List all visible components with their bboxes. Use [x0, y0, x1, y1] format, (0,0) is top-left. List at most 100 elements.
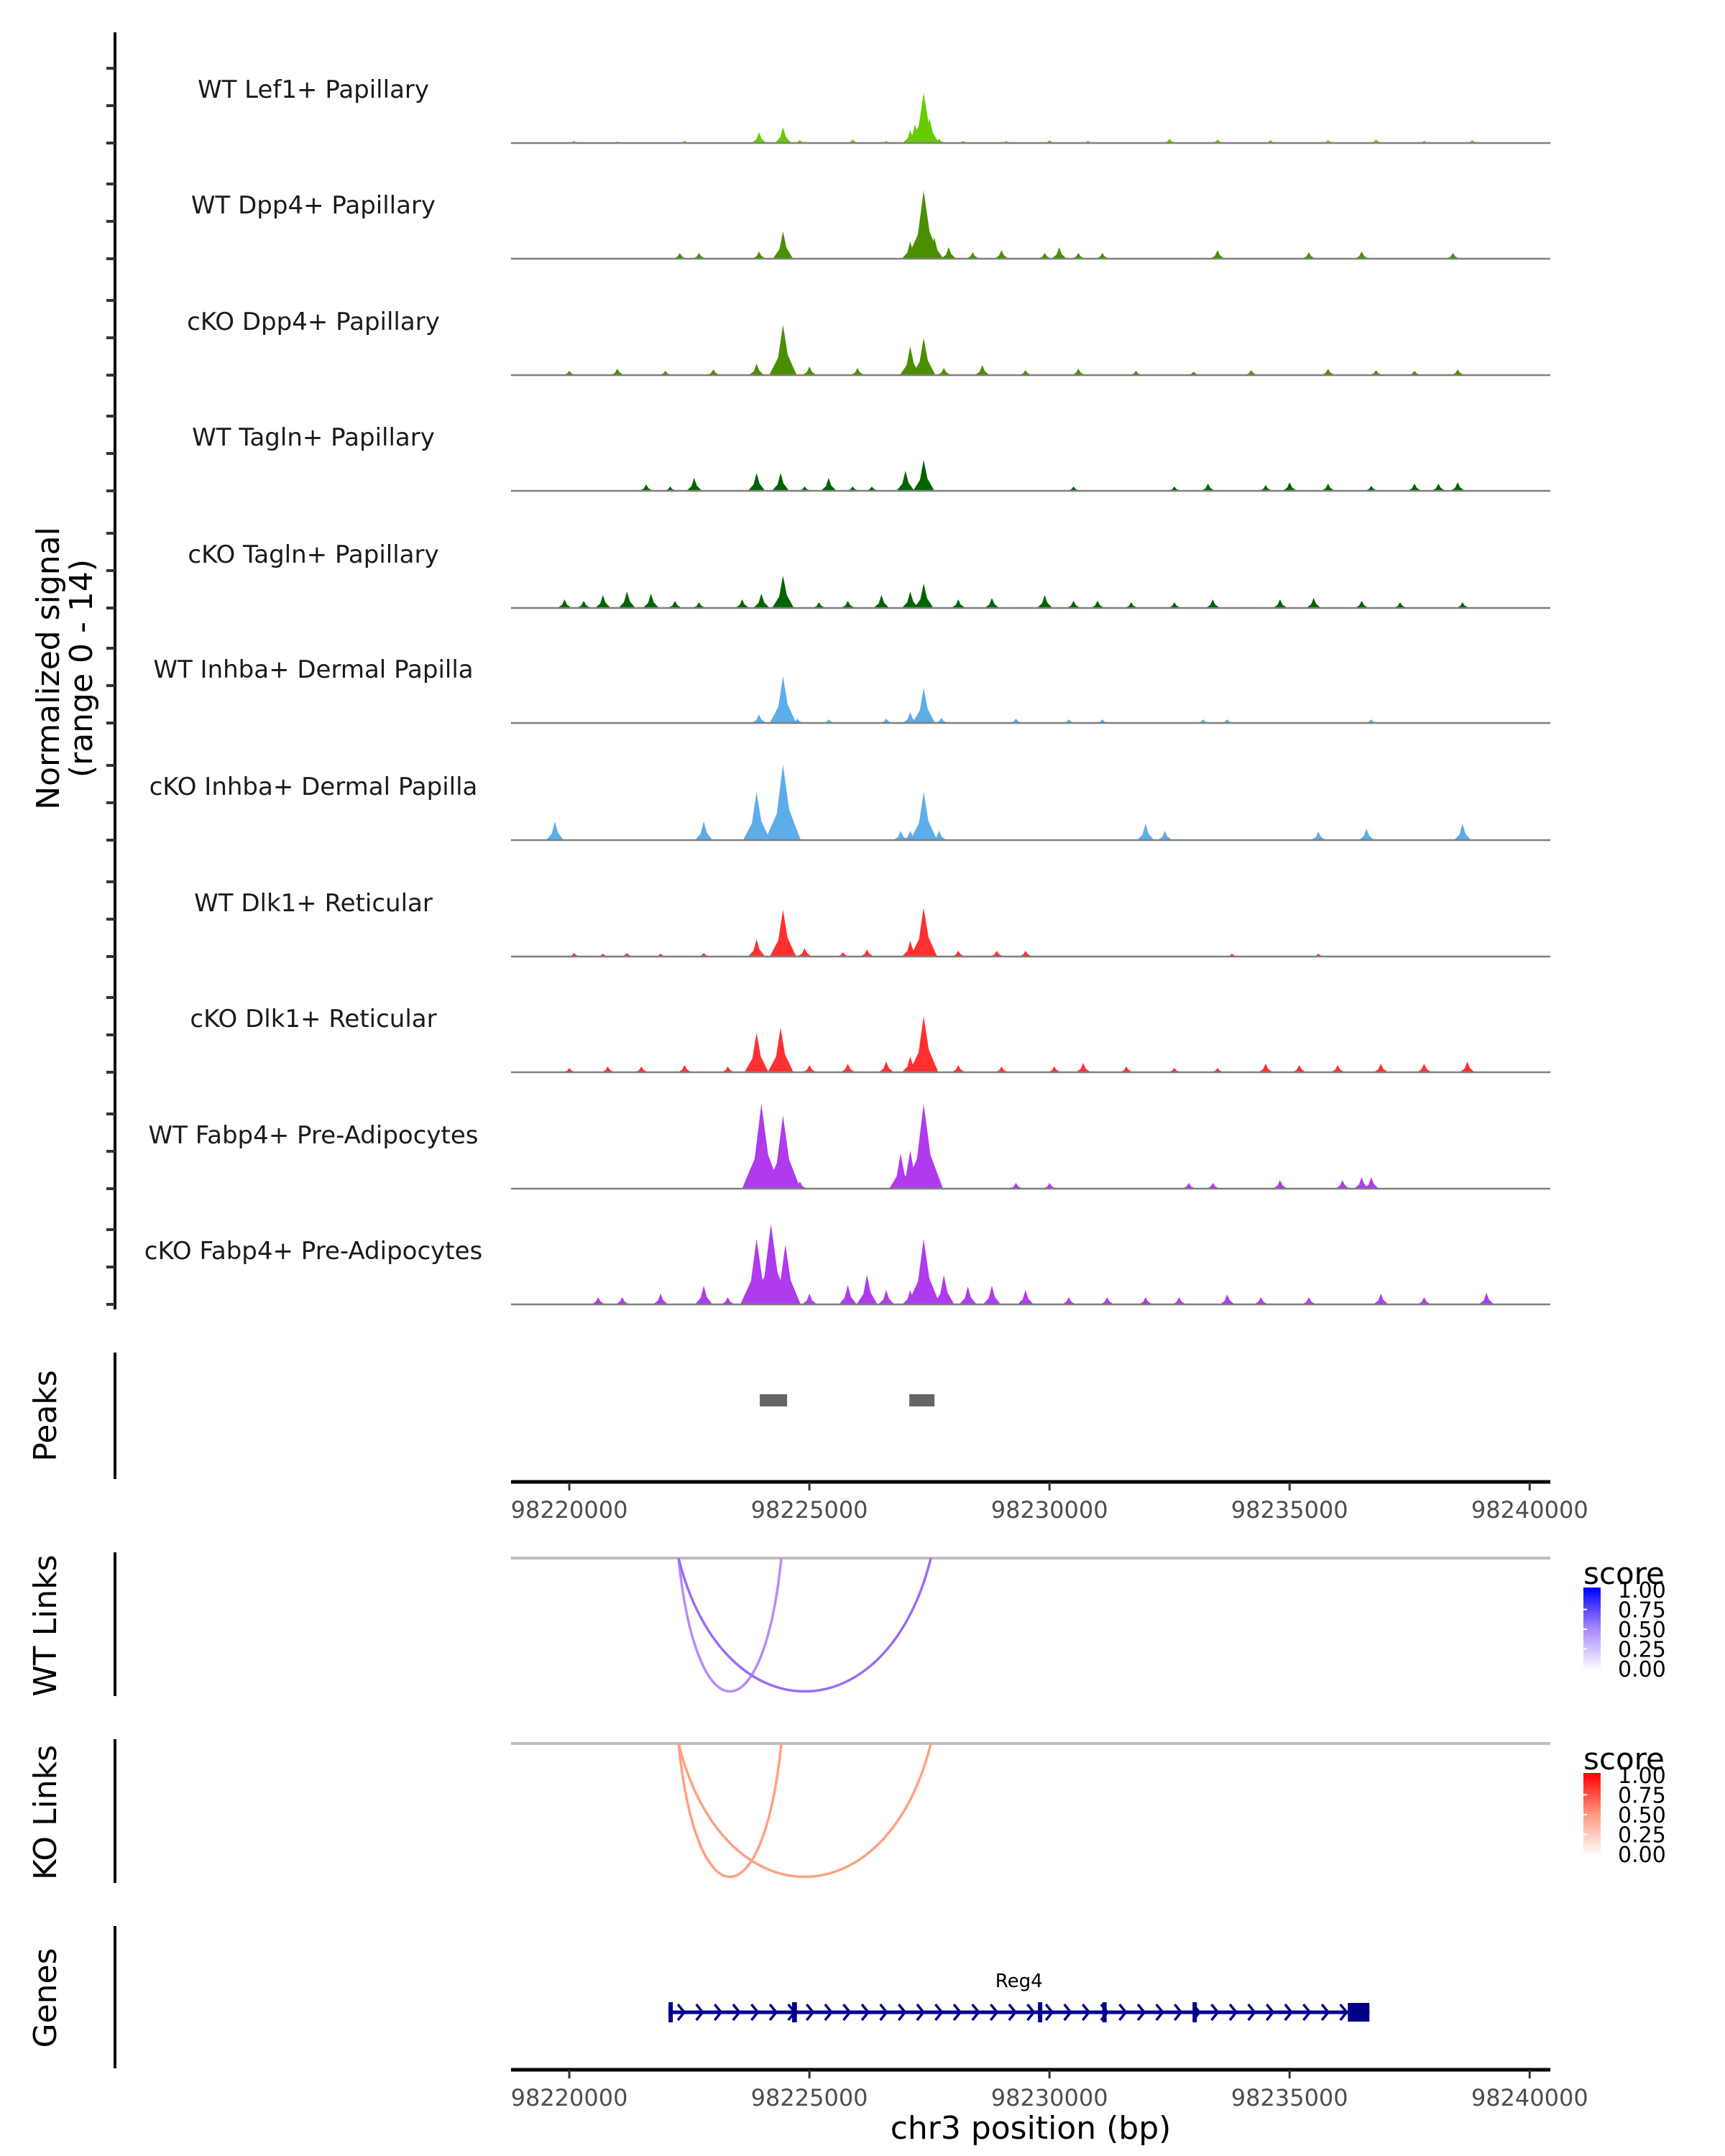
signal-peak — [896, 471, 915, 491]
signal-peak — [748, 939, 765, 957]
signal-peak — [1353, 1177, 1369, 1189]
signal-peak — [1272, 599, 1287, 608]
signal-peak — [576, 601, 591, 608]
strand-arrow-icon — [989, 2003, 999, 2022]
strand-arrow-icon — [842, 2003, 852, 2022]
ko-links-track-label: KO Links — [27, 1745, 64, 1880]
legend-tick-label: 0.00 — [1618, 1657, 1666, 1682]
signal-peak — [1302, 1297, 1316, 1304]
wt-links-score-legend: score 1.000.750.500.250.00 — [1583, 1556, 1666, 1682]
signal-peak — [1167, 487, 1181, 491]
track-label: WT Inhba+ Dermal Papilla — [153, 655, 473, 684]
signal-peak — [749, 364, 765, 375]
signal-peak — [1460, 1061, 1475, 1072]
signal-peak — [893, 831, 908, 840]
signal-peak — [994, 250, 1009, 259]
track-label: WT Tagln+ Papillary — [192, 423, 435, 452]
signal-peak — [1454, 824, 1471, 840]
legend-tick-label: 0.75 — [1618, 1598, 1666, 1623]
signal-peak — [1100, 1297, 1114, 1304]
gene-exon — [1192, 2002, 1197, 2022]
legend-title: score — [1583, 1741, 1665, 1777]
signal-peak — [735, 599, 750, 608]
signal-peak — [658, 371, 672, 375]
signal-peak — [1205, 599, 1220, 608]
signal-peak — [812, 602, 826, 608]
signal-peak — [748, 473, 765, 491]
legend-tick-label: 0.25 — [1618, 1823, 1666, 1848]
signal-peak — [1201, 484, 1215, 491]
peaks-track-label: Peaks — [27, 1370, 64, 1461]
signal-peak — [910, 908, 937, 957]
signal-peak — [1282, 482, 1297, 491]
signal-peak — [1211, 1068, 1224, 1072]
signal-peak — [1047, 1067, 1062, 1072]
track-label: cKO Dlk1+ Reticular — [190, 1005, 436, 1033]
signal-peak — [1446, 253, 1460, 259]
signal-peak — [904, 1104, 943, 1189]
x-tick-label: 98240000 — [1471, 2084, 1588, 2111]
signal-peak — [840, 601, 855, 608]
signal-peak — [677, 1065, 691, 1072]
signal-peak — [914, 584, 934, 608]
ko-links-score-legend: score 1.000.750.500.250.00 — [1583, 1741, 1666, 1868]
signal-peak — [1167, 1068, 1181, 1072]
strand-arrow-icon — [879, 2003, 888, 2022]
signal-peak — [913, 460, 934, 491]
legend-tick-label: 1.00 — [1618, 1764, 1666, 1789]
signal-peak — [1330, 1065, 1345, 1072]
signal-peak — [856, 1275, 878, 1304]
signal-peak — [744, 1033, 769, 1072]
signal-peak — [1167, 602, 1182, 608]
signal-track: cKO Dlk1+ Reticular — [190, 1005, 1550, 1074]
signal-peak — [878, 1061, 894, 1072]
strand-arrow-icon — [1081, 2003, 1091, 2022]
signal-peak — [1321, 484, 1335, 491]
signal-track: WT Inhba+ Dermal Papilla — [153, 655, 1550, 724]
x-tick-label: 98235000 — [1231, 1496, 1348, 1524]
signal-peak — [1455, 602, 1470, 608]
signal-peak — [1018, 951, 1033, 957]
signal-peak — [1157, 831, 1172, 840]
signal-peak — [653, 1294, 668, 1304]
link-arc — [677, 1557, 932, 1693]
signal-peak — [1272, 1180, 1287, 1189]
ko-links — [511, 1742, 1550, 1879]
signal-peak — [937, 368, 951, 375]
x-tick-label: 98230000 — [991, 2084, 1108, 2111]
strand-arrow-icon — [971, 2003, 980, 2022]
link-arc — [677, 1743, 932, 1879]
signal-peak — [720, 1297, 735, 1304]
signal-peak — [1163, 139, 1177, 143]
signal-peak — [1306, 598, 1321, 608]
strand-arrow-icon — [1136, 2003, 1146, 2022]
signal-peak — [546, 821, 564, 840]
strand-arrow-icon — [897, 2003, 907, 2022]
signal-track: WT Dpp4+ Papillary — [191, 190, 1550, 260]
signal-peak — [707, 369, 720, 375]
strand-arrow-icon — [916, 2003, 926, 2022]
signal-peak — [1450, 369, 1465, 375]
signal-peak — [1119, 1067, 1133, 1072]
signal-peak — [557, 599, 572, 608]
signal-peak — [965, 252, 980, 259]
strand-arrow-icon — [1339, 2003, 1348, 2022]
signal-peak — [1172, 1297, 1187, 1304]
signal-peak — [1354, 252, 1369, 259]
signal-peak — [615, 1297, 630, 1304]
signal-peak — [1095, 253, 1109, 259]
signal-peak — [951, 599, 966, 608]
signal-peak — [751, 132, 767, 143]
signal-peak — [990, 951, 1003, 957]
signal-track: cKO Inhba+ Dermal Papilla — [150, 765, 1550, 842]
signal-peak — [1090, 601, 1105, 608]
signal-peak — [1311, 831, 1326, 840]
signal-peak — [1369, 370, 1383, 375]
signal-peak — [839, 1285, 857, 1304]
signal-peak — [765, 1115, 801, 1189]
gene-exon — [1348, 2003, 1370, 2022]
signal-peak — [820, 478, 837, 491]
gene-models: Reg4 — [668, 1971, 1370, 2022]
signal-peak — [686, 478, 702, 491]
y-axis-title-line2: (range 0 - 14) — [63, 559, 100, 778]
